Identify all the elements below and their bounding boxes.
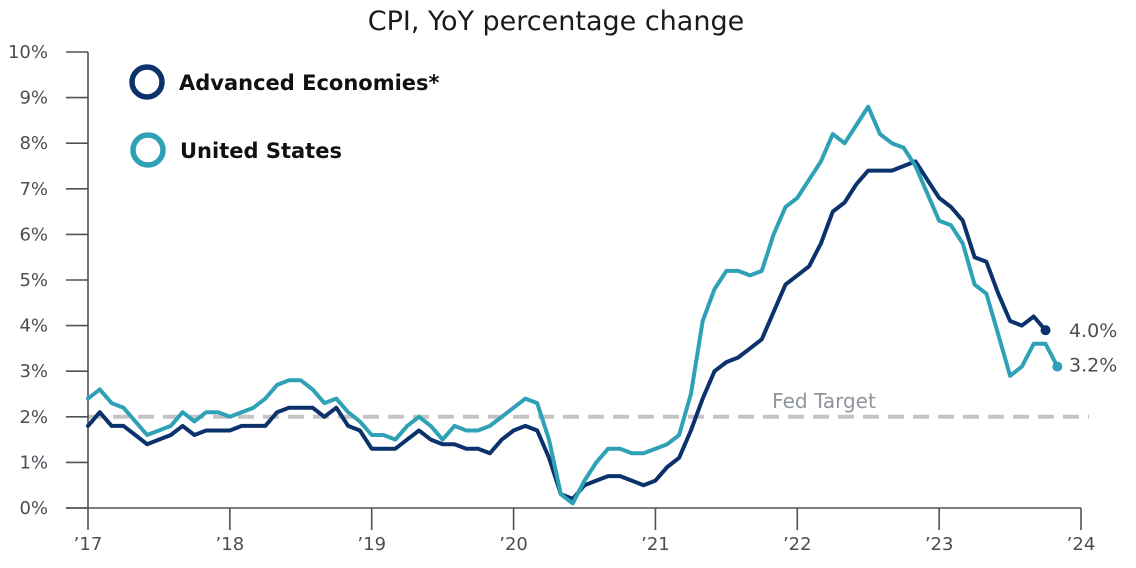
- y-tick-label: 9%: [19, 88, 48, 109]
- y-tick-label: 7%: [19, 179, 48, 200]
- y-tick-label: 0%: [19, 498, 48, 519]
- end-label-united-states: 3.2%: [1069, 355, 1117, 377]
- axes: 0% 1% 2% 3% 4% 5% 6% 7% 8% 9% 10% ’17 ’18 ’19 ’20 ’21 ’2…: [8, 42, 1095, 555]
- legend-label-advanced-economies: Advanced Economies*: [179, 71, 440, 95]
- y-tick-label: 3%: [19, 361, 48, 382]
- x-tick-label: ’17: [74, 534, 103, 555]
- legend-marker-advanced-economies: [129, 64, 165, 100]
- y-tick-label: 4%: [19, 316, 48, 337]
- end-label-advanced-economies: 4.0%: [1069, 320, 1117, 342]
- y-tick-label: 8%: [19, 133, 48, 154]
- end-labels-layer: 4.0% 3.2%: [1069, 320, 1117, 376]
- y-tick-label: 1%: [19, 452, 48, 473]
- x-tick-label: ’22: [783, 534, 812, 555]
- series-line-united-states: [86, 104, 1060, 506]
- x-tick-label: ’23: [925, 534, 954, 555]
- x-tick-label: ’24: [1067, 534, 1096, 555]
- series-line-advanced-economies: [86, 159, 1048, 501]
- x-tick-label: ’21: [641, 534, 670, 555]
- end-point-advanced-economies: [1040, 325, 1051, 336]
- legend-item-advanced-economies[interactable]: Advanced Economies*: [129, 64, 440, 100]
- fed-target-label: Fed Target: [772, 389, 876, 413]
- series-layer: [86, 104, 1063, 506]
- legend-marker-united-states: [130, 132, 166, 168]
- x-tick-label: ’19: [357, 534, 386, 555]
- x-tick-label: ’18: [216, 534, 245, 555]
- reference-line-layer: Fed Target: [88, 389, 1089, 419]
- legend-item-united-states[interactable]: United States: [130, 132, 342, 168]
- legend-label-united-states: United States: [180, 139, 342, 163]
- x-tick-label: ’20: [499, 534, 528, 555]
- y-tick-label: 6%: [19, 224, 48, 245]
- legend: Advanced Economies* United States: [129, 64, 440, 168]
- y-tick-label: 10%: [8, 42, 48, 63]
- end-point-united-states: [1052, 361, 1063, 372]
- y-tick-label: 2%: [19, 407, 48, 428]
- y-tick-label: 5%: [19, 270, 48, 291]
- chart-title: CPI, YoY percentage change: [368, 6, 744, 37]
